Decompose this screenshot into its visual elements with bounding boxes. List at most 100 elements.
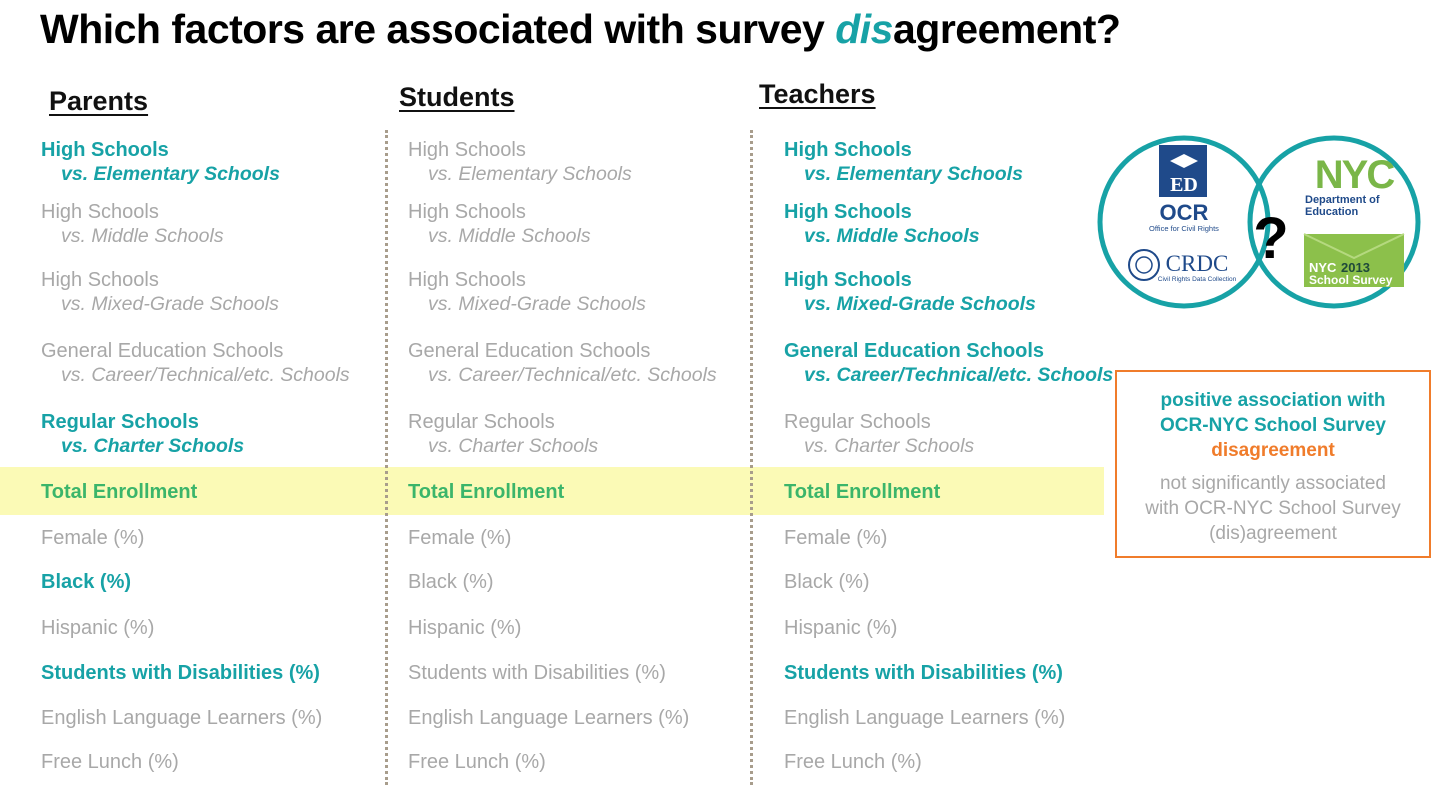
factor-label: Black (%) [41, 571, 132, 593]
school-survey-envelope-icon [1303, 233, 1405, 287]
factor-item: High Schools vs. Elementary Schools [784, 138, 1023, 186]
factor-comparison: vs. Middle Schools [428, 225, 591, 247]
factor-comparison: vs. Career/Technical/etc. Schools [61, 364, 350, 386]
factor-comparison: vs. Charter Schools [804, 435, 975, 457]
crdc-logo-subtext: Civil Rights Data Collection [1158, 276, 1237, 283]
factor-label: Regular Schools [784, 411, 931, 433]
nyc-logo-text: NYC [1315, 153, 1395, 197]
factor-label: High Schools [784, 139, 912, 161]
factor-label: Free Lunch (%) [408, 751, 546, 773]
factor-item: High Schools vs. Elementary Schools [41, 138, 280, 186]
column-divider [385, 130, 388, 785]
factor-label: Female (%) [41, 527, 145, 549]
factor-item: English Language Learners (%) [41, 706, 322, 730]
factor-item: Regular Schools vs. Charter Schools [41, 410, 244, 458]
factor-label: High Schools [41, 139, 169, 161]
factor-label: High Schools [784, 269, 912, 291]
factor-comparison: vs. Charter Schools [61, 435, 245, 457]
factor-label: Hispanic (%) [41, 617, 155, 639]
factor-item: English Language Learners (%) [784, 706, 1065, 730]
factor-item: Students with Disabilities (%) [408, 661, 666, 685]
factor-comparison: vs. Middle Schools [61, 225, 224, 247]
factor-item: High Schools vs. Middle Schools [408, 200, 591, 248]
factor-item: Free Lunch (%) [408, 750, 546, 774]
factor-label: Hispanic (%) [408, 617, 522, 639]
factor-comparison: vs. Elementary Schools [804, 163, 1023, 185]
factor-comparison: vs. Charter Schools [428, 435, 599, 457]
factor-label: Students with Disabilities (%) [41, 662, 320, 684]
factor-comparison: vs. Mixed-Grade Schools [428, 293, 646, 315]
legend-disagreement: disagreement [1211, 440, 1335, 461]
factor-item: Female (%) [41, 526, 144, 550]
factor-label: General Education Schools [784, 340, 1045, 362]
column-heading-students: Students [399, 82, 515, 112]
factor-label: Regular Schools [41, 411, 199, 433]
crdc-logo-text: CRDC [1166, 251, 1229, 276]
factor-label: Female (%) [408, 527, 512, 549]
factor-label: Total Enrollment [408, 481, 565, 503]
legend-notsig-line3: (dis)agreement [1209, 523, 1337, 544]
factor-label: Total Enrollment [41, 481, 198, 503]
factor-item: Free Lunch (%) [784, 750, 922, 774]
ocr-circle [1097, 135, 1271, 309]
factor-label: Female (%) [784, 527, 888, 549]
legend-box: positive association with OCR-NYC School… [1115, 370, 1431, 558]
factor-label: High Schools [41, 269, 159, 291]
factor-label: English Language Learners (%) [408, 707, 690, 729]
title-accent: dis [835, 6, 893, 52]
crdc-seal-icon [1128, 249, 1160, 281]
factor-item: English Language Learners (%) [408, 706, 689, 730]
factor-item: High Schools vs. Mixed-Grade Schools [408, 268, 646, 316]
factor-item: Hispanic (%) [784, 616, 897, 640]
factor-item: Female (%) [784, 526, 887, 550]
legend-notsig-line2: with OCR-NYC School Survey [1145, 498, 1401, 519]
ocr-logo-text: OCR [1160, 200, 1209, 225]
ocr-logo-subtext: Office for Civil Rights [1149, 224, 1219, 233]
title-text-end: agreement? [893, 6, 1121, 52]
factor-item: Free Lunch (%) [41, 750, 179, 774]
legend-positive-line1: positive association with [1160, 390, 1386, 411]
factor-label: English Language Learners (%) [41, 707, 323, 729]
factor-item: Female (%) [408, 526, 511, 550]
factor-item: General Education Schools vs. Career/Tech… [41, 339, 350, 387]
factor-item: Hispanic (%) [408, 616, 521, 640]
factor-item: Total Enrollment [408, 480, 564, 504]
factor-label: High Schools [41, 201, 159, 223]
ed-logo-icon: ED [1159, 145, 1207, 197]
factor-item: Hispanic (%) [41, 616, 154, 640]
survey-logo-year: 2013 [1341, 260, 1370, 275]
factor-label: High Schools [784, 201, 912, 223]
factor-label: Students with Disabilities (%) [784, 662, 1063, 684]
legend-positive: positive association with OCR-NYC School… [1117, 388, 1429, 438]
factor-label: Black (%) [408, 571, 494, 593]
title-text: Which factors are associated with survey [40, 6, 836, 52]
factor-label: Free Lunch (%) [41, 751, 179, 773]
factor-item: High Schools vs. Middle Schools [784, 200, 980, 248]
doe-logo-line1: Department of [1305, 194, 1380, 206]
factor-item: Regular Schools vs. Charter Schools [784, 410, 974, 458]
factor-label: Black (%) [784, 571, 870, 593]
factor-label: General Education Schools [408, 340, 651, 362]
factor-item: Black (%) [784, 570, 870, 594]
factor-label: Free Lunch (%) [784, 751, 922, 773]
factor-comparison: vs. Career/Technical/etc. Schools [428, 364, 717, 386]
factor-label: Students with Disabilities (%) [408, 662, 666, 684]
factor-item: Students with Disabilities (%) [41, 661, 320, 685]
factor-comparison: vs. Elementary Schools [428, 163, 632, 185]
factor-item: High Schools vs. Elementary Schools [408, 138, 632, 186]
factor-label: General Education Schools [41, 340, 284, 362]
factor-comparison: vs. Middle Schools [804, 225, 980, 247]
factor-item: General Education Schools vs. Career/Tech… [784, 339, 1113, 387]
factor-label: English Language Learners (%) [784, 707, 1066, 729]
legend-notsig-line1: not significantly associated [1159, 473, 1386, 494]
factor-label: High Schools [408, 201, 526, 223]
column-heading-teachers: Teachers [759, 79, 876, 109]
factor-label: High Schools [408, 269, 526, 291]
legend-not-significant: not significantly associated with OCR-NY… [1117, 471, 1429, 546]
factor-item: Total Enrollment [784, 480, 940, 504]
factor-comparison: vs. Career/Technical/etc. Schools [804, 364, 1114, 386]
factor-comparison: vs. Mixed-Grade Schools [61, 293, 279, 315]
factor-label: Total Enrollment [784, 481, 941, 503]
svg-text:ED: ED [1170, 174, 1198, 196]
factor-label: Hispanic (%) [784, 617, 898, 639]
